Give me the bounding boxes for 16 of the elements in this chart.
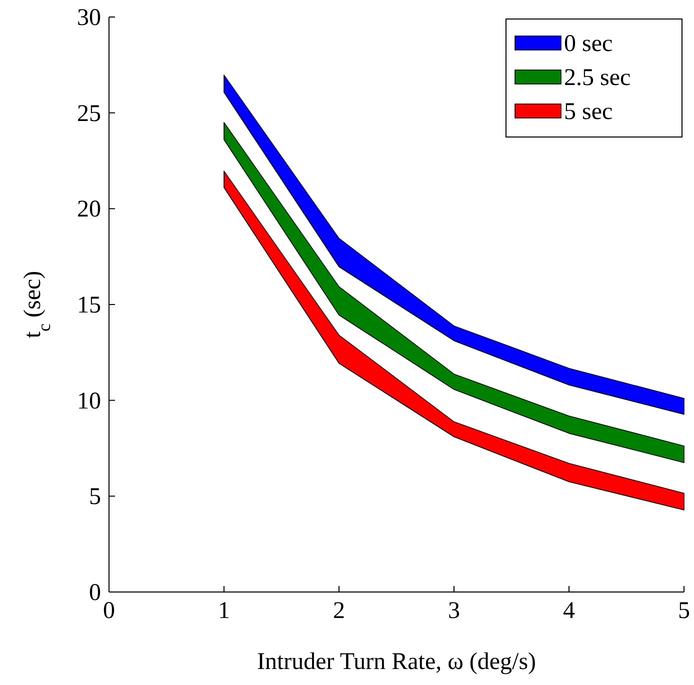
- legend-label: 0 sec: [564, 31, 613, 57]
- y-tick-label: 0: [89, 580, 101, 606]
- x-tick-label: 4: [563, 598, 575, 624]
- y-tick-label: 30: [77, 5, 101, 31]
- x-axis-title: Intruder Turn Rate, ω (deg/s): [256, 649, 536, 675]
- y-tick-label: 5: [89, 484, 101, 510]
- legend-label: 2.5 sec: [564, 65, 631, 91]
- x-tick-label: 2: [333, 598, 345, 624]
- legend-label: 5 sec: [564, 99, 613, 125]
- y-tick-label: 25: [77, 100, 101, 127]
- y-tick-label: 10: [77, 388, 101, 414]
- x-tick-label: 5: [678, 598, 690, 624]
- y-tick-label: 20: [77, 196, 101, 223]
- x-tick-label: 3: [448, 598, 460, 624]
- x-tick-label: 1: [218, 598, 230, 624]
- y-tick-label: 15: [77, 292, 101, 318]
